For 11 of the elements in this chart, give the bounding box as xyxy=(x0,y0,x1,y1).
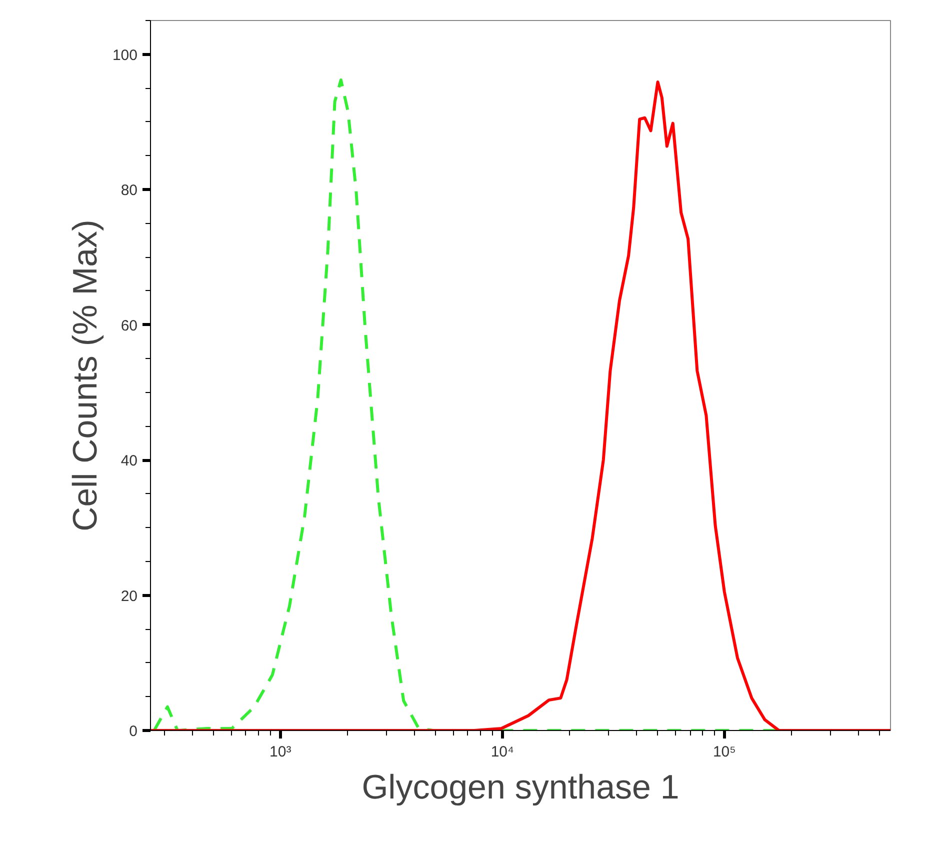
x-tick-label: 10³ xyxy=(270,744,292,760)
x-tick-label: 10⁵ xyxy=(712,744,736,760)
y-axis-title: Cell Counts (% Max) xyxy=(66,220,104,532)
y-tick-label: 40 xyxy=(120,452,138,470)
y-tick-label: 60 xyxy=(120,317,138,334)
x-tick-label: 10⁴ xyxy=(490,744,514,760)
y-tick-label: 20 xyxy=(120,588,138,605)
y-tick-label: 0 xyxy=(129,723,138,740)
y-tick-label: 100 xyxy=(112,46,138,64)
y-tick-label: 80 xyxy=(120,182,138,200)
x-axis-title: Glycogen synthase 1 xyxy=(362,768,680,806)
